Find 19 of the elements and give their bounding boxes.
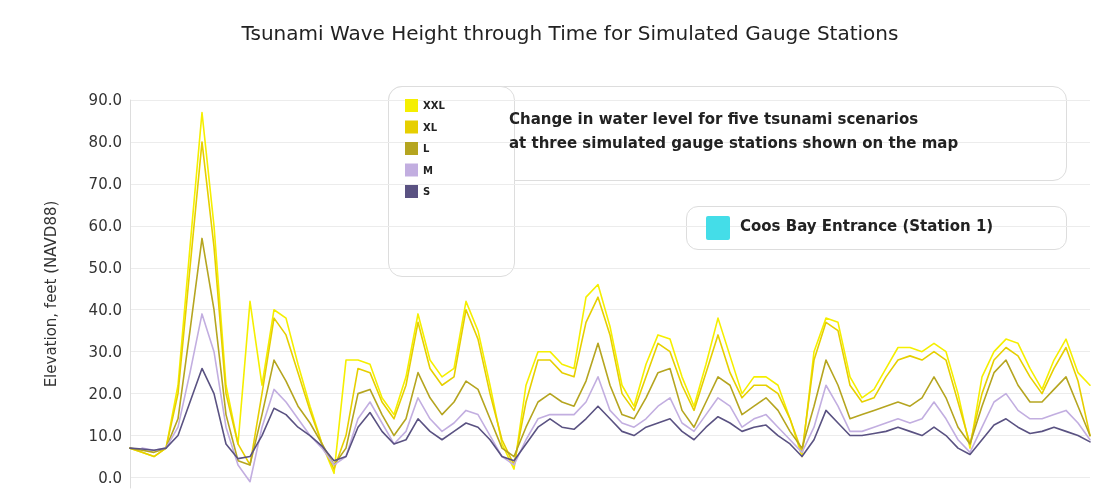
y-axis-title: Elevation, feet (NAVD88) (41, 200, 60, 388)
y-tick-label: 20.0 (88, 384, 122, 403)
y-tick-label: 30.0 (88, 342, 122, 361)
legend-label: L (423, 143, 430, 154)
legend-label: S (423, 186, 431, 197)
legend-label: XL (423, 121, 438, 133)
annotation: Change in water level for five tsunami scenarios at three simulated gauge stations shown on the map (509, 110, 959, 152)
annotation: Coos Bay Entrance (Station 1) (740, 216, 994, 235)
legend-label: XXL (423, 100, 446, 111)
y-tick-label: 90.0 (88, 91, 122, 109)
y-tick-label: 80.0 (88, 132, 122, 151)
y-tick-label: 60.0 (88, 216, 122, 235)
y-tick-label: 40.0 (88, 300, 122, 319)
legend-label: M (423, 164, 433, 176)
y-tick-label: 50.0 (88, 258, 122, 277)
chart-title: Tsunami Wave Height through Time for Simulated Gauge Stations (240, 21, 899, 45)
y-tick-label: 0.0 (98, 468, 122, 487)
y-tick-label: 10.0 (88, 426, 122, 445)
y-tick-label: 70.0 (88, 174, 122, 193)
